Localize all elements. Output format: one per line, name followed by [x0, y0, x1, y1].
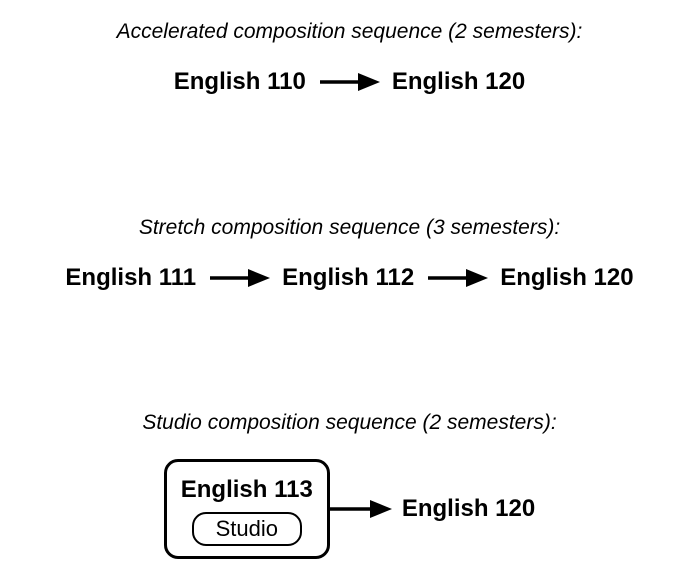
studio-pill: Studio	[192, 512, 302, 546]
accelerated-title: Accelerated composition sequence (2 seme…	[117, 20, 583, 44]
studio-section: Studio composition sequence (2 semesters…	[10, 411, 689, 559]
arrow-icon	[426, 266, 488, 290]
accelerated-section: Accelerated composition sequence (2 seme…	[10, 20, 689, 96]
stretch-flow: English 111 English 112 English 120	[65, 264, 633, 292]
accelerated-flow: English 110 English 120	[174, 68, 525, 96]
node-english-120-c: English 120	[402, 495, 535, 523]
node-english-111: English 111	[65, 264, 196, 292]
studio-title: Studio composition sequence (2 semesters…	[142, 411, 556, 435]
node-english-120-b: English 120	[500, 264, 633, 292]
stretch-section: Stretch composition sequence (3 semester…	[10, 216, 689, 292]
arrow-icon	[330, 497, 392, 521]
stretch-title: Stretch composition sequence (3 semester…	[139, 216, 560, 240]
studio-flow: English 113 Studio English 120	[164, 459, 535, 559]
node-english-112: English 112	[282, 264, 414, 292]
node-english-110: English 110	[174, 68, 306, 96]
arrow-icon	[318, 70, 380, 94]
node-english-113: English 113	[181, 476, 313, 504]
arrow-icon	[208, 266, 270, 290]
boxed-node-english-113: English 113 Studio	[164, 459, 330, 559]
node-english-120-a: English 120	[392, 68, 525, 96]
